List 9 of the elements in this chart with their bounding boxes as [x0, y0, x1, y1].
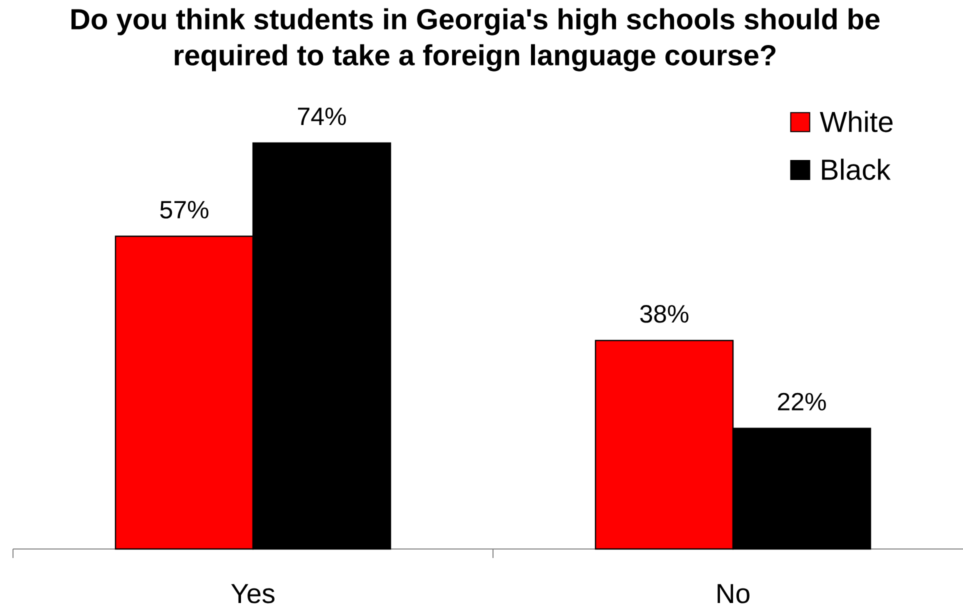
- legend-label: White: [820, 110, 893, 132]
- legend-label: Black: [822, 158, 891, 180]
- data-label: 22%: [778, 392, 826, 410]
- data-label: 38%: [640, 305, 688, 323]
- data-label: 74%: [298, 108, 346, 126]
- chart-title: Do you think students in Georgia's high schools should be required to take a foreign language course?: [71, 8, 880, 72]
- x-tick-label: Yes: [231, 584, 274, 604]
- data-label: 57%: [160, 200, 208, 219]
- x-tick-label: No: [718, 584, 750, 604]
